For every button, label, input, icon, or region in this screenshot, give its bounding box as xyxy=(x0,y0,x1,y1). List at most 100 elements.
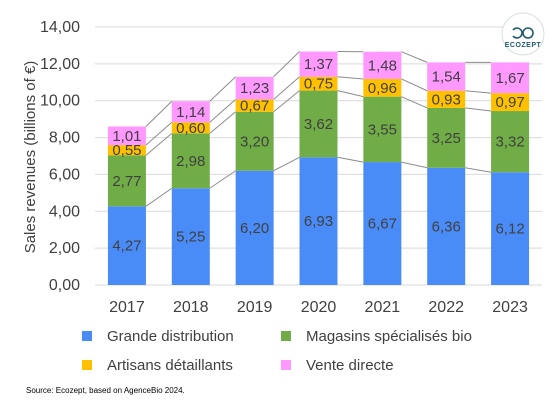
series-connector-lines xyxy=(145,51,492,207)
legend-swatch xyxy=(82,331,92,341)
data-label: 0,97 xyxy=(495,94,524,111)
ecozept-logo: ECOZEPT xyxy=(501,12,545,56)
y-axis-ticks: 0,00 2,00 4,00 6,00 8,00 10,00 12,00 14,00 xyxy=(40,19,80,294)
legend-swatch xyxy=(281,331,291,341)
data-label: 2,77 xyxy=(112,173,141,190)
data-label: 0,93 xyxy=(432,91,461,108)
data-label: 1,37 xyxy=(304,56,333,73)
bar-segment xyxy=(491,172,530,285)
x-axis-ticks: 2017 2018 2019 2020 2021 2022 2023 xyxy=(109,299,528,316)
bar-segment xyxy=(427,107,466,168)
bar-segment xyxy=(235,99,274,112)
legend-swatch xyxy=(281,360,291,370)
data-labels: 4,27 2,77 0,551,01 5,25 2,98 0,601,14 6,20 3,20… xyxy=(112,56,524,255)
series-connector xyxy=(145,187,173,207)
series-connector xyxy=(465,107,492,112)
y-tick-label: 2,00 xyxy=(49,240,80,257)
source-note: Source: Ecozept, based on AgenceBio 2024… xyxy=(26,386,185,395)
data-label: 6,12 xyxy=(495,221,524,238)
bar-segment xyxy=(491,93,530,112)
x-tick-label: 2019 xyxy=(237,299,273,316)
x-tick-label: 2021 xyxy=(365,299,401,316)
x-tick-label: 2023 xyxy=(492,299,528,316)
bar-segment xyxy=(235,170,274,285)
bar-segment xyxy=(491,62,530,94)
y-tick-label: 10,00 xyxy=(40,93,80,110)
bar-segment xyxy=(299,157,338,285)
data-label: 1,67 xyxy=(495,70,524,87)
series-connector xyxy=(209,76,236,102)
data-label: 0,96 xyxy=(368,80,397,97)
y-tick-label: 8,00 xyxy=(49,130,80,147)
x-tick-label: 2020 xyxy=(301,299,337,316)
legend-label: Grande distribution xyxy=(107,328,234,345)
bar-segment xyxy=(363,78,402,97)
series-connector xyxy=(273,51,300,78)
data-label: 1,01 xyxy=(112,128,141,145)
bar-segment xyxy=(363,162,402,285)
bar-segment xyxy=(363,96,402,163)
bar-segment xyxy=(107,145,146,156)
data-label: 1,14 xyxy=(176,104,205,121)
data-label: 3,55 xyxy=(368,121,397,138)
x-tick-label: 2017 xyxy=(109,299,145,316)
data-label: 1,48 xyxy=(368,57,397,74)
data-label: 0,67 xyxy=(240,98,269,115)
bar-segment xyxy=(299,76,338,91)
series-connector xyxy=(401,51,428,63)
bar-segment xyxy=(427,167,466,285)
series-connector xyxy=(337,76,364,80)
data-label: 0,55 xyxy=(112,142,141,159)
series-connector xyxy=(273,156,300,172)
logo-glyph-icon xyxy=(522,27,534,39)
legend-label: Vente directe xyxy=(306,357,394,374)
data-label: 6,67 xyxy=(368,216,397,233)
data-label: 1,23 xyxy=(240,80,269,97)
series-connector xyxy=(145,100,173,127)
series-connector xyxy=(401,161,428,169)
bar-segment xyxy=(299,51,338,77)
y-tick-label: 4,00 xyxy=(49,203,80,220)
series-connector xyxy=(273,76,300,100)
data-label: 3,20 xyxy=(240,133,269,150)
data-label: 1,54 xyxy=(432,69,461,86)
logo-glyph-icon xyxy=(512,27,523,39)
legend-label: Artisans détaillants xyxy=(107,357,233,374)
x-tick-label: 2022 xyxy=(428,299,464,316)
bars xyxy=(107,51,530,285)
bar-segment xyxy=(427,62,466,91)
y-tick-label: 14,00 xyxy=(40,19,80,36)
logo-text: ECOZEPT xyxy=(505,42,542,49)
series-connector xyxy=(145,121,173,146)
bar-segment xyxy=(171,133,210,189)
series-connector xyxy=(337,90,364,98)
data-label: 6,20 xyxy=(240,220,269,237)
data-label: 6,93 xyxy=(304,213,333,230)
series-connector xyxy=(209,99,236,123)
y-tick-label: 12,00 xyxy=(40,56,80,73)
data-label: 5,25 xyxy=(176,229,205,246)
y-tick-label: 6,00 xyxy=(49,166,80,183)
series-connector xyxy=(465,167,492,173)
bar-segment xyxy=(107,126,146,146)
y-tick-label: 0,00 xyxy=(49,277,80,294)
legend-label: Magasins spécialisés bio xyxy=(306,328,472,345)
bar-segment xyxy=(235,76,274,100)
legend-swatch xyxy=(82,360,92,370)
bar-segment xyxy=(299,90,338,158)
x-tick-label: 2018 xyxy=(173,299,209,316)
series-connector xyxy=(209,111,236,134)
bar-segment xyxy=(363,51,402,79)
y-axis-label: Sales revenues (billions of €) xyxy=(22,61,39,254)
data-label: 3,25 xyxy=(432,130,461,147)
bar-segment xyxy=(171,188,210,285)
legend: Grande distribution Magasins spécialisés … xyxy=(82,328,472,374)
bar-segment xyxy=(491,111,530,173)
data-label: 3,62 xyxy=(304,116,333,133)
series-connector xyxy=(401,78,428,92)
series-connector xyxy=(337,156,364,163)
data-label: 4,27 xyxy=(112,238,141,255)
bar-segment xyxy=(171,122,210,134)
series-connector xyxy=(209,170,236,189)
